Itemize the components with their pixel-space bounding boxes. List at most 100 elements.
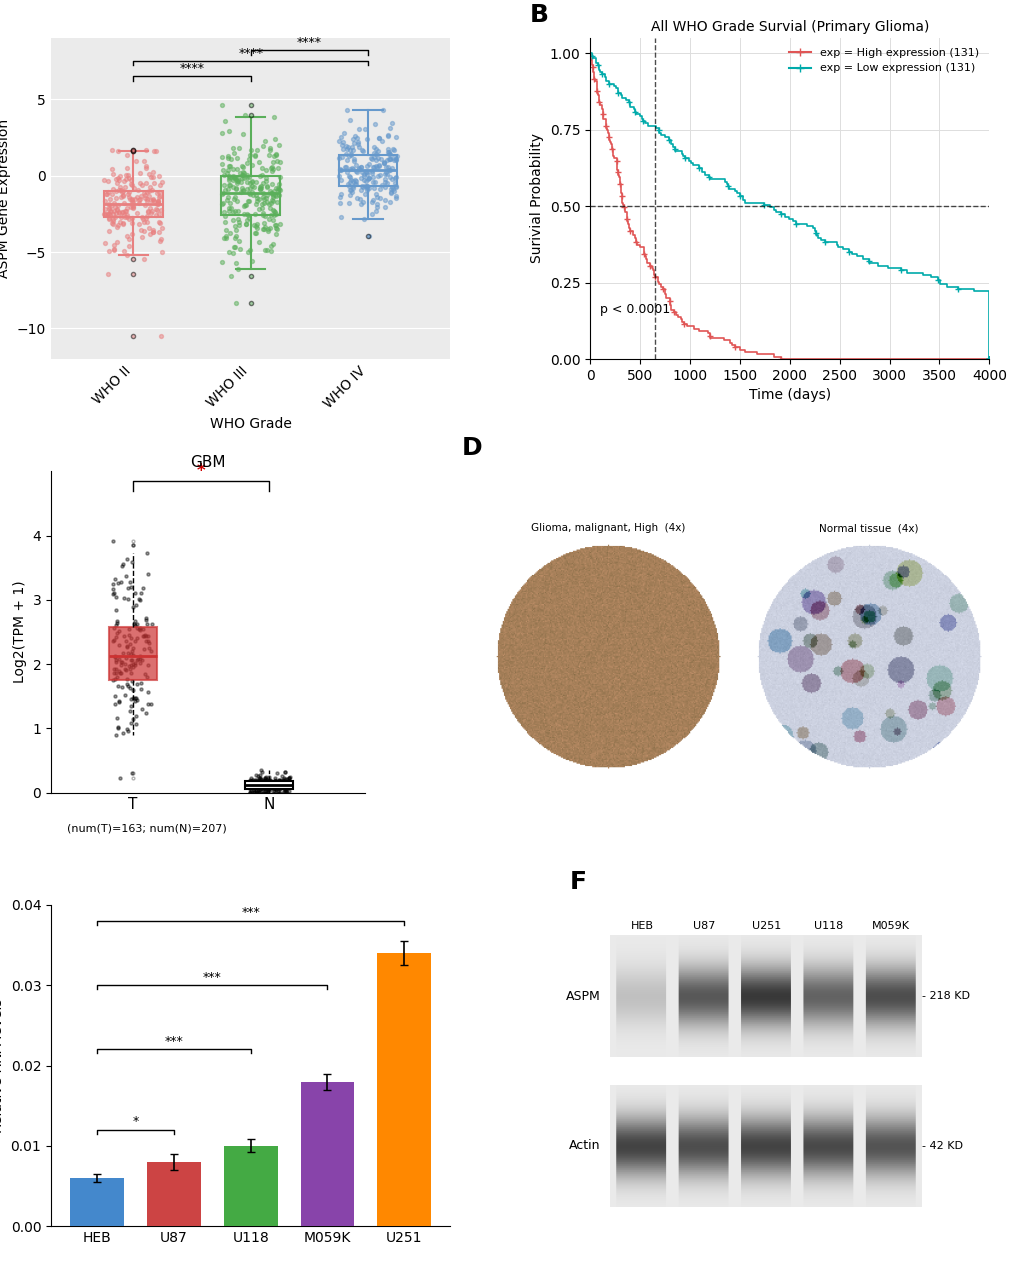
Point	[262, 772, 278, 793]
Point	[376, 197, 392, 217]
Point	[227, 226, 244, 246]
Point	[142, 177, 158, 197]
Point	[97, 198, 113, 219]
Point	[276, 770, 292, 790]
Point	[128, 674, 145, 694]
Point	[385, 178, 401, 198]
Point	[254, 158, 270, 178]
Bar	[377, 953, 431, 1226]
Point	[380, 125, 396, 145]
Point	[254, 775, 270, 795]
Point	[105, 579, 121, 599]
Point	[364, 157, 380, 177]
Point	[272, 774, 288, 794]
Point	[248, 172, 264, 192]
Point	[248, 780, 264, 800]
Point	[107, 724, 123, 744]
Point	[354, 192, 370, 212]
PathPatch shape	[109, 627, 157, 680]
Point	[343, 182, 360, 202]
Point	[122, 643, 139, 664]
Point	[145, 162, 161, 182]
Point	[225, 236, 242, 257]
Point	[143, 694, 159, 714]
Point	[253, 779, 269, 799]
Point	[278, 769, 294, 789]
Point	[220, 171, 236, 191]
Point	[270, 158, 286, 178]
Point	[259, 779, 275, 799]
Text: ASPM: ASPM	[565, 990, 600, 1002]
Point	[227, 169, 244, 190]
Point	[242, 777, 258, 798]
Point	[368, 187, 384, 207]
Point	[142, 224, 158, 244]
Point	[333, 147, 350, 167]
Point	[107, 694, 123, 714]
Point	[246, 782, 262, 803]
Point	[137, 221, 153, 241]
Point	[268, 144, 284, 164]
Point	[330, 166, 346, 186]
Point	[263, 779, 279, 799]
Point	[382, 179, 398, 200]
Point	[260, 219, 276, 239]
Point	[127, 631, 144, 651]
Point	[246, 777, 262, 798]
Point	[251, 782, 267, 803]
Point	[141, 186, 157, 206]
Point	[128, 628, 145, 648]
Point	[275, 781, 291, 801]
Point	[138, 172, 154, 192]
Point	[385, 181, 401, 201]
Point	[261, 145, 277, 166]
Point	[268, 217, 284, 238]
Point	[137, 186, 153, 206]
Point	[237, 214, 254, 234]
Point	[102, 196, 118, 216]
Point	[342, 140, 359, 161]
Point	[111, 622, 127, 642]
Point	[344, 159, 361, 179]
Point	[356, 171, 372, 191]
Point	[97, 233, 113, 253]
Point	[230, 209, 247, 229]
Point	[145, 221, 161, 241]
Point	[338, 100, 355, 120]
Point	[383, 114, 399, 134]
Point	[379, 157, 395, 177]
Point	[274, 766, 290, 786]
Point	[271, 782, 287, 803]
Point	[217, 206, 233, 226]
Point	[247, 224, 263, 244]
Point	[139, 182, 155, 202]
Point	[360, 169, 376, 190]
Point	[268, 780, 284, 800]
Point	[100, 171, 116, 191]
Point	[376, 190, 392, 210]
Point	[113, 571, 129, 592]
Point	[280, 776, 297, 796]
Point	[281, 766, 298, 786]
Point	[265, 782, 281, 803]
Point	[239, 241, 256, 262]
Point	[136, 626, 152, 646]
Point	[112, 177, 128, 197]
Point	[262, 771, 278, 791]
Point	[267, 777, 283, 798]
Point	[231, 215, 248, 235]
Point	[123, 662, 140, 683]
Point	[271, 771, 287, 791]
Point	[259, 176, 275, 196]
Point	[381, 149, 397, 169]
Point	[141, 626, 157, 646]
Point	[111, 171, 127, 191]
Point	[344, 178, 361, 198]
Point	[231, 211, 248, 231]
Point	[128, 690, 145, 710]
Point	[353, 157, 369, 177]
Point	[235, 168, 252, 188]
Point	[225, 143, 242, 163]
Point	[216, 202, 232, 222]
Text: F: F	[570, 870, 587, 894]
